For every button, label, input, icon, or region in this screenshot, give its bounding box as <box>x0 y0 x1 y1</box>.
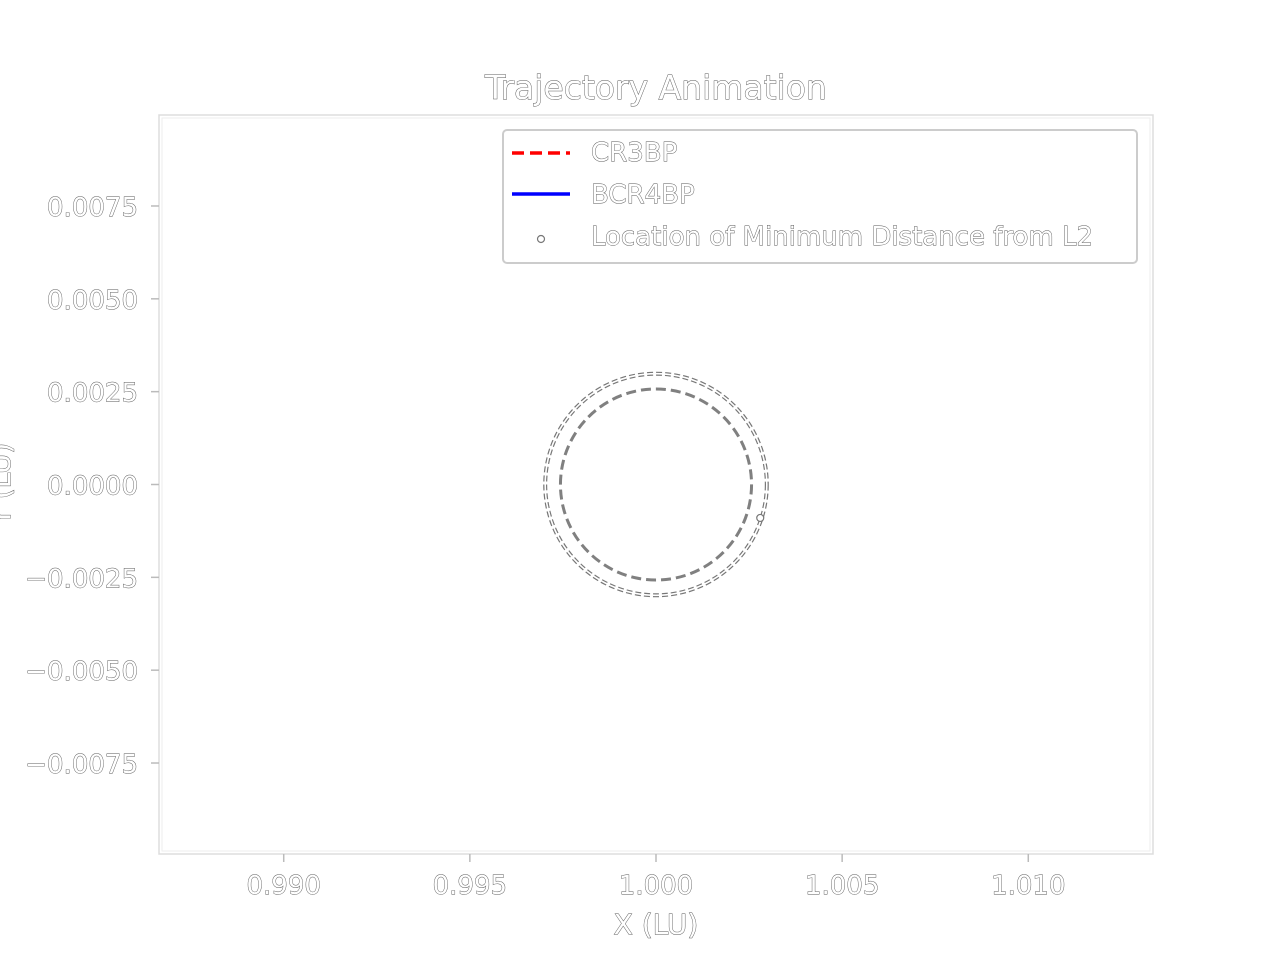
data-points <box>756 513 765 523</box>
reference-circle-outer-core <box>544 372 768 597</box>
legend: CR3BP BCR4BP Location of Minimum Distanc… <box>502 129 1138 264</box>
y-tick-label: 0.0075 <box>47 193 138 223</box>
y-axis-label: Y (LU) <box>0 443 17 527</box>
reference-circle-inner <box>558 387 754 582</box>
x-tick-label: 0.990 <box>246 871 320 901</box>
x-axis-ticks: 0.990 0.995 1.000 1.005 1.010 <box>246 854 1066 901</box>
x-tick-label: 1.000 <box>619 871 693 901</box>
y-tick-label: 0.0025 <box>47 379 138 409</box>
chart-title: Trajectory Animation <box>484 68 827 107</box>
legend-min-distance-label: Location of Minimum Distance from L2 <box>591 222 1093 252</box>
reference-circles <box>543 371 769 598</box>
legend-box <box>502 129 1138 264</box>
y-tick-label: 0.0000 <box>47 472 138 502</box>
y-tick-label: 0.0050 <box>47 286 138 316</box>
y-tick-label: −0.0025 <box>25 564 138 594</box>
y-tick-label: −0.0050 <box>25 657 138 687</box>
minimum-distance-point <box>756 513 765 523</box>
x-tick-label: 0.995 <box>433 871 507 901</box>
y-tick-label: −0.0075 <box>25 750 138 780</box>
legend-cr3bp-label: CR3BP <box>591 138 677 168</box>
legend-min-distance-marker <box>536 234 546 244</box>
plot-area-inner-frame <box>161 117 1151 852</box>
x-axis-label: X (LU) <box>614 908 699 941</box>
plot-area-inner-border <box>161 117 1151 852</box>
x-tick-label: 1.005 <box>805 871 879 901</box>
legend-bcr4bp-label: BCR4BP <box>591 180 695 210</box>
y-axis-ticks: 0.0075 0.0050 0.0025 0.0000 −0.0025 −0.0050 −0… <box>25 193 159 780</box>
x-tick-label: 1.010 <box>991 871 1065 901</box>
